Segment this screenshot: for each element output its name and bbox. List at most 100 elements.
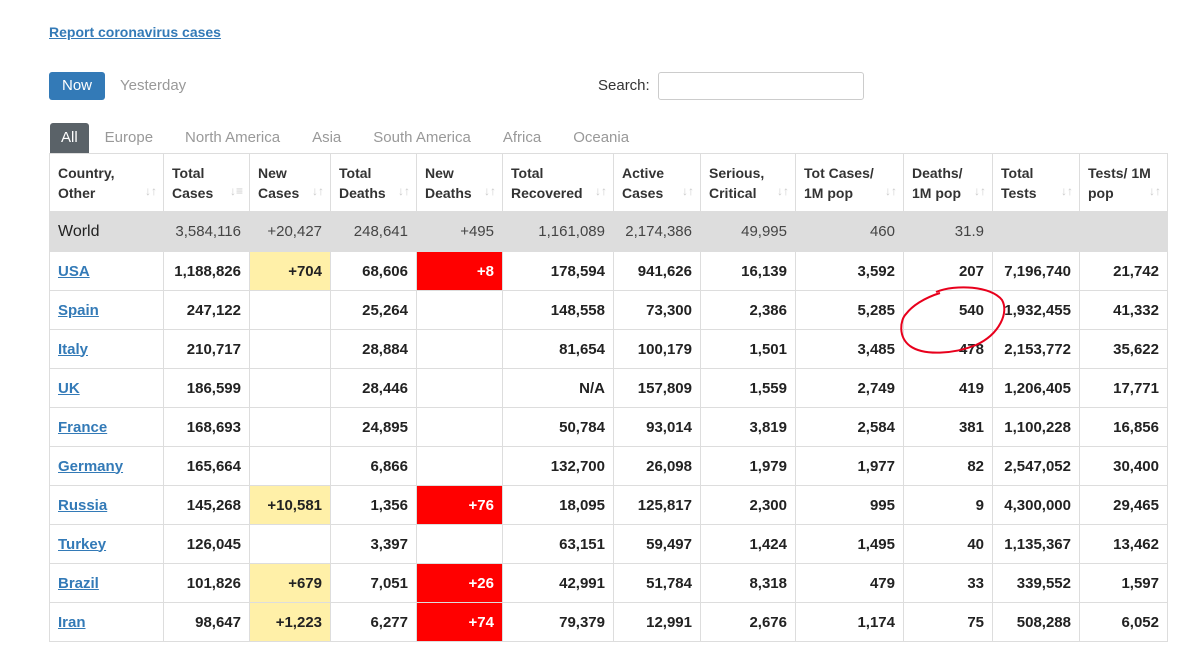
cell-new-deaths bbox=[416, 446, 503, 486]
column-header-9[interactable]: Deaths/ 1M pop ↓↑ bbox=[903, 153, 993, 212]
column-header-3[interactable]: Total Deaths ↓↑ bbox=[330, 153, 417, 212]
search-label: Search: bbox=[598, 77, 650, 94]
country-link[interactable]: Russia bbox=[58, 496, 108, 514]
column-header-label: Total Deaths bbox=[339, 164, 386, 201]
table-row: Turkey 126,045 3,397 63,151 59,497 1,424 1,495… bbox=[49, 524, 1168, 564]
cell-total-tests: 4,300,000 bbox=[992, 485, 1080, 525]
column-header-7[interactable]: Serious, Critical ↓↑ bbox=[700, 153, 796, 212]
cell-new-cases: +10,581 bbox=[249, 485, 331, 525]
cell-total-deaths: 28,884 bbox=[330, 329, 417, 369]
cell-total-recovered: 50,784 bbox=[502, 407, 614, 447]
cell-deaths-1m-pop: 9 bbox=[903, 485, 993, 525]
cell-serious-critical: 3,819 bbox=[700, 407, 796, 447]
cell-new-deaths bbox=[416, 368, 503, 408]
sort-arrows-icon[interactable]: ↓↑ bbox=[145, 184, 157, 198]
cell-total-tests: 508,288 bbox=[992, 602, 1080, 642]
sort-arrows-icon[interactable]: ↓↑ bbox=[312, 184, 324, 198]
column-header-10[interactable]: Total Tests ↓↑ bbox=[992, 153, 1080, 212]
cell-tot-cases-1m-pop: 2,749 bbox=[795, 368, 904, 408]
sort-arrows-icon[interactable]: ↓↑ bbox=[682, 184, 694, 198]
tab-now[interactable]: Now bbox=[49, 72, 106, 100]
column-header-8[interactable]: Tot Cases/ 1M pop ↓↑ bbox=[795, 153, 904, 212]
region-tab-north-america[interactable]: North America bbox=[185, 129, 281, 146]
table-row: Brazil 101,826 +679 7,051 +26 42,991 51,784 8,3… bbox=[49, 563, 1168, 603]
region-tab-africa[interactable]: Africa bbox=[502, 129, 542, 146]
country-link[interactable]: Turkey bbox=[58, 535, 107, 553]
cell-serious-critical: 16,139 bbox=[700, 251, 796, 291]
table-row: Russia 145,268 +10,581 1,356 +76 18,095 125,81… bbox=[49, 485, 1168, 525]
search-input[interactable] bbox=[658, 72, 864, 100]
cell-total-tests: 1,206,405 bbox=[992, 368, 1080, 408]
column-header-4[interactable]: New Deaths ↓↑ bbox=[416, 153, 503, 212]
sort-arrows-icon[interactable]: ↓↑ bbox=[595, 184, 607, 198]
cell-total-deaths: 24,895 bbox=[330, 407, 417, 447]
cell-total-deaths: 1,356 bbox=[330, 485, 417, 525]
report-cases-link[interactable]: Report coronavirus cases bbox=[49, 24, 221, 40]
cell-total-cases: 247,122 bbox=[163, 290, 250, 330]
cell-serious-critical: 1,424 bbox=[700, 524, 796, 564]
day-tabs: Now Yesterday bbox=[49, 72, 201, 100]
cell-tot-cases-1m-pop: 479 bbox=[795, 563, 904, 603]
cell-new-cases bbox=[249, 407, 331, 447]
cell-total-tests: 2,153,772 bbox=[992, 329, 1080, 369]
region-tab-south-america[interactable]: South America bbox=[373, 129, 471, 146]
region-tabs: All Europe North America Asia South America A… bbox=[50, 123, 645, 153]
column-header-1[interactable]: Total Cases ↓≡ bbox=[163, 153, 250, 212]
table-row: USA 1,188,826 +704 68,606 +8 178,594 941,626 16… bbox=[49, 251, 1168, 291]
sort-arrows-icon[interactable]: ↓↑ bbox=[398, 184, 410, 198]
region-tab-europe[interactable]: Europe bbox=[104, 129, 154, 146]
country-link[interactable]: USA bbox=[58, 262, 90, 280]
column-header-0[interactable]: Country, Other ↓↑ bbox=[49, 153, 164, 212]
column-header-label: New Deaths bbox=[425, 164, 472, 201]
column-header-11[interactable]: Tests/ 1M pop ↓↑ bbox=[1079, 153, 1168, 212]
cell-total-deaths: 3,397 bbox=[330, 524, 417, 564]
country-link[interactable]: Italy bbox=[58, 340, 89, 358]
column-header-label: New Cases bbox=[258, 164, 300, 201]
country-link[interactable]: Germany bbox=[58, 457, 124, 475]
cell-total-recovered: 79,379 bbox=[502, 602, 614, 642]
cell-tests-1m-pop: 17,771 bbox=[1079, 368, 1168, 408]
sort-arrows-icon[interactable]: ↓≡ bbox=[229, 184, 243, 198]
cell-active-cases: 100,179 bbox=[613, 329, 701, 369]
cell-country-other: Turkey bbox=[49, 524, 164, 564]
tab-yesterday[interactable]: Yesterday bbox=[120, 77, 187, 94]
column-header-label: Serious, Critical bbox=[709, 164, 765, 201]
sort-arrows-icon[interactable]: ↓↑ bbox=[885, 184, 897, 198]
column-header-6[interactable]: Active Cases ↓↑ bbox=[613, 153, 701, 212]
cell-tests-1m-pop: 13,462 bbox=[1079, 524, 1168, 564]
column-header-2[interactable]: New Cases ↓↑ bbox=[249, 153, 331, 212]
sort-arrows-icon[interactable]: ↓↑ bbox=[1149, 184, 1161, 198]
cell-new-cases: +1,223 bbox=[249, 602, 331, 642]
cell-total-deaths: 68,606 bbox=[330, 251, 417, 291]
cell-tests-1m-pop: 29,465 bbox=[1079, 485, 1168, 525]
cell-country-other: Iran bbox=[49, 602, 164, 642]
sort-arrows-icon[interactable]: ↓↑ bbox=[1061, 184, 1073, 198]
cell-country-other: Brazil bbox=[49, 563, 164, 603]
cell-active-cases: 73,300 bbox=[613, 290, 701, 330]
country-link[interactable]: UK bbox=[58, 379, 80, 397]
region-tab-asia[interactable]: Asia bbox=[312, 129, 342, 146]
cell-new-deaths: +495 bbox=[416, 211, 503, 252]
cell-total-deaths: 28,446 bbox=[330, 368, 417, 408]
sort-arrows-icon[interactable]: ↓↑ bbox=[974, 184, 986, 198]
region-tab-oceania[interactable]: Oceania bbox=[573, 129, 630, 146]
cell-active-cases: 2,174,386 bbox=[613, 211, 701, 252]
country-link[interactable]: Brazil bbox=[58, 574, 99, 592]
cell-total-recovered: N/A bbox=[502, 368, 614, 408]
country-link[interactable]: France bbox=[58, 418, 108, 436]
country-link[interactable]: Iran bbox=[58, 613, 86, 631]
cell-deaths-1m-pop: 40 bbox=[903, 524, 993, 564]
cell-total-tests: 2,547,052 bbox=[992, 446, 1080, 486]
cell-serious-critical: 1,559 bbox=[700, 368, 796, 408]
region-tab-all[interactable]: All bbox=[50, 123, 89, 153]
sort-arrows-icon[interactable]: ↓↑ bbox=[484, 184, 496, 198]
column-header-label: Tot Cases/ 1M pop bbox=[804, 164, 874, 201]
cell-active-cases: 26,098 bbox=[613, 446, 701, 486]
cell-total-tests: 339,552 bbox=[992, 563, 1080, 603]
sort-arrows-icon[interactable]: ↓↑ bbox=[777, 184, 789, 198]
cell-deaths-1m-pop: 207 bbox=[903, 251, 993, 291]
cell-new-deaths: +26 bbox=[416, 563, 503, 603]
column-header-5[interactable]: Total Recovered ↓↑ bbox=[502, 153, 614, 212]
cell-total-recovered: 148,558 bbox=[502, 290, 614, 330]
country-link[interactable]: Spain bbox=[58, 301, 99, 319]
